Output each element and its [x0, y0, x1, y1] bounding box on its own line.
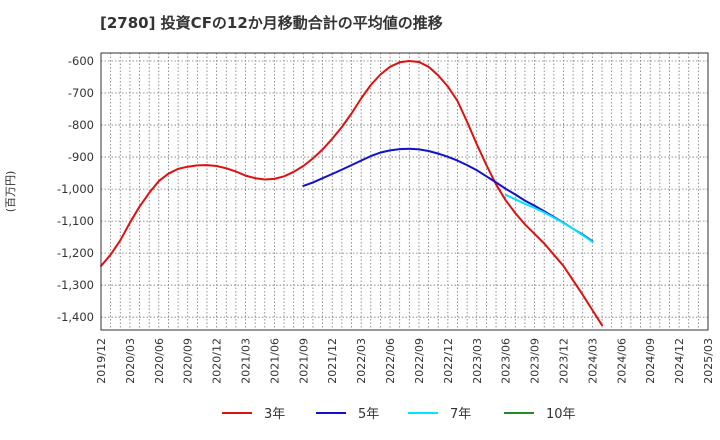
x-tick-label: 2020/06	[153, 338, 166, 384]
y-tick-label: -700	[68, 86, 94, 100]
y-tick-label: -1,200	[57, 246, 94, 260]
y-axis-label: (百万円)	[4, 171, 17, 213]
chart-title: [2780] 投資CFの12か月移動合計の平均値の推移	[100, 14, 443, 32]
legend: 3年 5年 7年 10年	[222, 407, 576, 422]
series-line-7年	[504, 193, 594, 243]
x-tick-label: 2024/06	[615, 338, 628, 384]
x-tick-label: 2023/09	[529, 338, 542, 384]
grid-lines	[101, 53, 708, 330]
x-tick-label: 2022/09	[413, 338, 426, 384]
x-tick-label: 2020/12	[211, 338, 224, 384]
x-tick-label: 2021/06	[268, 338, 281, 384]
y-tick-label: -600	[68, 54, 94, 68]
y-tick-label: -800	[68, 118, 94, 132]
x-tick-label: 2019/12	[95, 338, 108, 384]
y-axis-ticks: -600 -700 -800 -900 -1,000 -1,100 -1,200 -1,300…	[57, 54, 94, 324]
x-tick-label: 2023/03	[471, 338, 484, 384]
y-tick-label: -1,300	[57, 278, 94, 292]
legend-label: 10年	[546, 407, 576, 422]
x-tick-label: 2023/12	[557, 338, 570, 384]
x-tick-label: 2024/09	[644, 338, 657, 384]
x-tick-label: 2023/06	[500, 338, 513, 384]
series-line-3年	[100, 60, 603, 327]
legend-label: 3年	[264, 407, 285, 422]
x-tick-label: 2024/03	[586, 338, 599, 384]
x-tick-label: 2020/03	[124, 338, 137, 384]
plot-area-frame	[100, 52, 709, 331]
y-tick-label: -1,100	[57, 214, 94, 228]
y-tick-label: -1,000	[57, 182, 94, 196]
series-line-5年	[302, 147, 594, 243]
y-tick-label: -1,400	[57, 310, 94, 324]
x-axis-ticks: 2019/12 2020/03 2020/06 2020/09 2020/12 2021/…	[95, 338, 715, 384]
x-tick-label: 2021/09	[297, 338, 310, 384]
x-tick-label: 2025/03	[702, 338, 715, 384]
x-tick-label: 2021/03	[240, 338, 253, 384]
x-tick-label: 2021/12	[326, 338, 339, 384]
x-tick-label: 2020/09	[182, 338, 195, 384]
x-tick-label: 2022/12	[442, 338, 455, 384]
x-tick-label: 2022/03	[355, 338, 368, 384]
x-tick-label: 2022/06	[384, 338, 397, 384]
legend-label: 5年	[358, 407, 379, 422]
y-tick-label: -900	[68, 150, 94, 164]
series-lines	[100, 60, 603, 327]
x-tick-label: 2024/12	[673, 338, 686, 384]
legend-label: 7年	[450, 407, 471, 422]
